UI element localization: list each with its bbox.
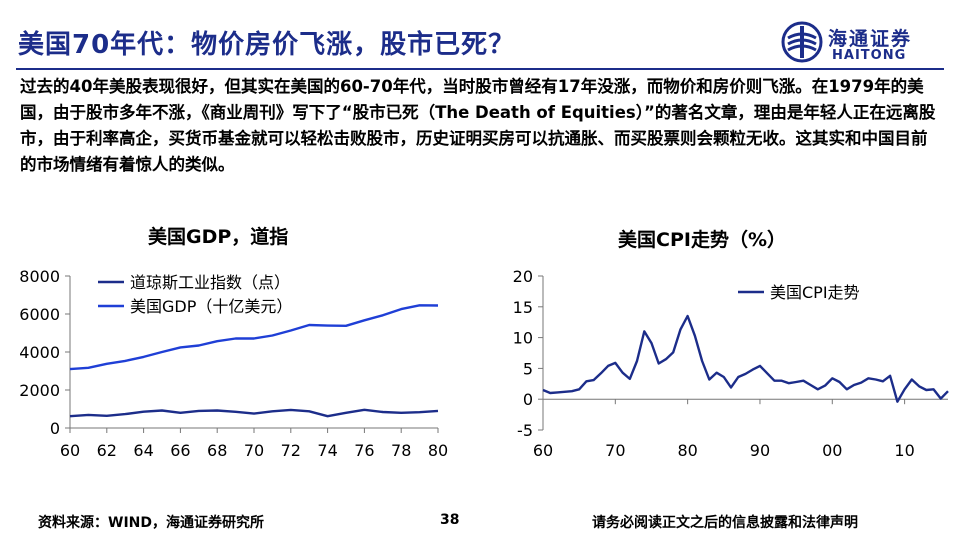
- gdp-dow-series-line-0: [69, 408, 439, 418]
- gdp-dow-x-tick-label: 70: [244, 441, 264, 460]
- gdp-dow-x-tick-label: 72: [281, 441, 301, 460]
- cpi-x-tick-label: 80: [677, 441, 697, 460]
- cpi-x-tick-label: 70: [605, 441, 625, 460]
- logo-text-cn: 海通证券: [828, 28, 913, 50]
- gdp-dow-x-tick-label: 74: [317, 441, 337, 460]
- cpi-x-tick-label: 60: [533, 441, 553, 460]
- gdp-dow-x-tick-label: 78: [391, 441, 411, 460]
- gdp-dow-y-tick-label: 0: [50, 419, 60, 438]
- gdp-dow-legend-label-0: 道琼斯工业指数（点）: [130, 273, 290, 292]
- gdp-dow-x-tick-label: 76: [354, 441, 374, 460]
- cpi-x-tick-label: 10: [894, 441, 914, 460]
- gdp-dow-legend-label-1: 美国GDP（十亿美元）: [130, 297, 292, 316]
- company-logo: 海通证券 HAITONG: [780, 18, 930, 68]
- disclaimer: 请务必阅读正文之后的信息披露和法律声明: [592, 515, 858, 531]
- gdp-dow-series-line-1: [69, 304, 439, 371]
- cpi-y-tick-label: -5: [517, 421, 533, 440]
- gdp-dow-x-tick-label: 80: [428, 441, 448, 460]
- gdp-dow-x-tick-label: 66: [170, 441, 190, 460]
- logo-text-en: HAITONG: [832, 48, 907, 63]
- gdp-dow-x-tick-label: 68: [207, 441, 227, 460]
- gdp-dow-y-tick-label: 6000: [19, 305, 60, 324]
- cpi-y-tick-label: 5: [523, 359, 533, 378]
- gdp-dow-x-tick-label: 62: [97, 441, 117, 460]
- gdp-dow-x-tick-label: 60: [60, 441, 80, 460]
- source-note: 资料来源：WIND，海通证券研究所: [38, 515, 264, 531]
- chart-title-cpi: 美国CPI走势（%）: [618, 229, 786, 251]
- gdp-dow-y-tick-label: 4000: [19, 343, 60, 362]
- cpi-series-line-0: [542, 314, 949, 403]
- title-divider: [16, 68, 944, 70]
- cpi-y-tick-label: 15: [513, 298, 533, 317]
- cpi-x-tick-label: 90: [750, 441, 770, 460]
- gdp-dow-y-tick-label: 2000: [19, 381, 60, 400]
- gdp-dow-y-tick-label: 8000: [19, 267, 60, 286]
- chart-cpi: -5 0 5 10 15 20 60 70 80 90 00 10 美国CPI走势: [513, 267, 949, 460]
- intro-paragraph: 过去的40年美股表现很好，但其实在美国的60-70年代，当时股市曾经有17年没涨…: [20, 77, 936, 174]
- haitong-logo-icon: [781, 21, 823, 63]
- cpi-legend-label-0: 美国CPI走势: [770, 283, 860, 302]
- cpi-y-tick-label: 0: [523, 390, 533, 409]
- cpi-y-tick-label: 10: [513, 329, 533, 348]
- page-title: 美国70年代：物价房价飞涨，股市已死？: [18, 30, 516, 60]
- gdp-dow-x-tick-label: 64: [133, 441, 153, 460]
- cpi-y-tick-label: 20: [513, 267, 533, 286]
- page-number: 38: [440, 512, 460, 528]
- chart-title-gdp-dow: 美国GDP，道指: [148, 226, 289, 248]
- cpi-x-tick-label: 00: [822, 441, 842, 460]
- chart-gdp-dow: 0 2000 4000 6000 8000 60 62 64 66 68 70 72 74 76 78 80 道…: [19, 267, 448, 460]
